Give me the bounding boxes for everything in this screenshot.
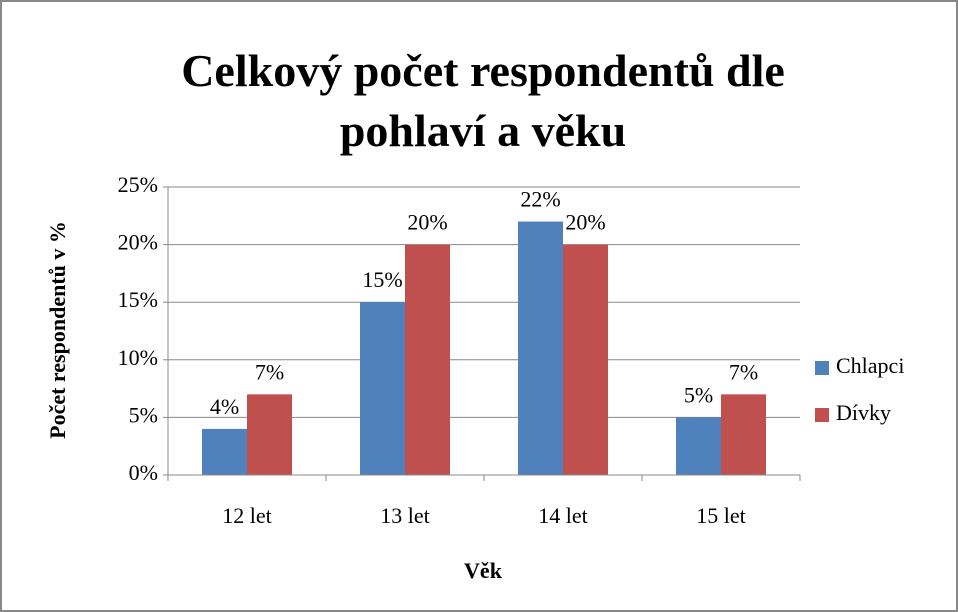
bar	[518, 221, 563, 475]
x-tick-label: 14 let	[538, 503, 588, 528]
x-tick-label: 13 let	[380, 503, 430, 528]
chart-title: Celkový počet respondentů dle pohlaví a v…	[181, 45, 785, 156]
y-tick-label: 10%	[118, 345, 158, 370]
bar	[563, 244, 608, 475]
y-tick-label: 20%	[118, 230, 158, 255]
data-label: 15%	[362, 267, 402, 292]
y-tick-label: 25%	[118, 172, 158, 197]
x-tick-label: 15 let	[696, 503, 746, 528]
bar	[247, 394, 292, 475]
y-axis-label: Počet respondentů v %	[45, 221, 70, 439]
y-tick-label: 5%	[129, 402, 158, 427]
bar	[360, 302, 405, 475]
data-label: 7%	[255, 359, 284, 384]
legend-label: Dívky	[836, 400, 891, 425]
data-label: 20%	[407, 210, 447, 235]
legend-label: Chlapci	[836, 353, 904, 378]
legend-swatch	[815, 361, 829, 375]
data-label: 7%	[729, 359, 758, 384]
y-tick-label: 0%	[129, 460, 158, 485]
bar	[202, 428, 247, 475]
legend-swatch	[815, 408, 829, 422]
x-axis-label: Věk	[464, 558, 503, 583]
data-label: 5%	[684, 382, 713, 407]
data-label: 22%	[520, 187, 560, 212]
y-tick-label: 15%	[118, 287, 158, 312]
data-label: 4%	[210, 394, 239, 419]
bar	[721, 394, 766, 475]
bar	[405, 244, 450, 475]
data-label: 20%	[565, 210, 605, 235]
x-tick-label: 12 let	[222, 503, 272, 528]
bar	[676, 417, 721, 475]
